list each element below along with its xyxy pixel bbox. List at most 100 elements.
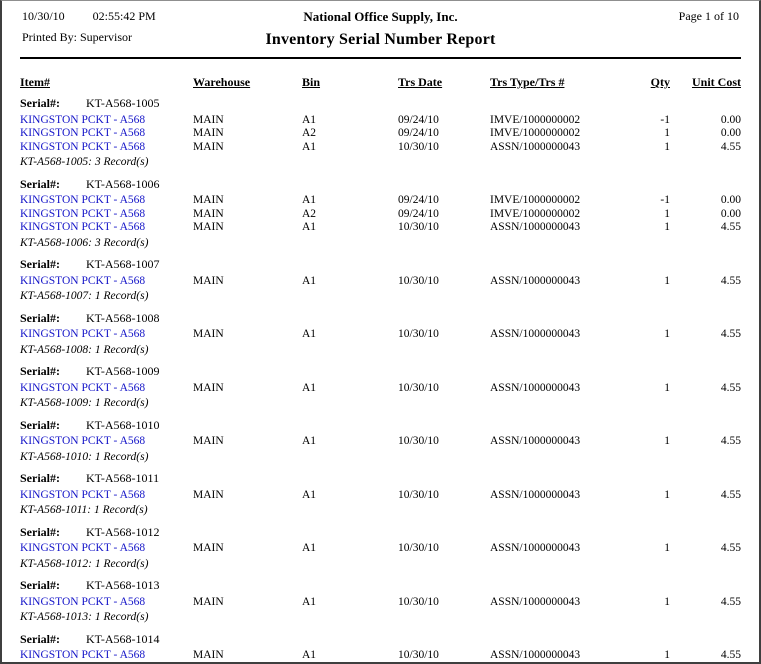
bin-cell: A1 [302,435,317,447]
report-title: Inventory Serial Number Report [265,31,496,48]
detail-row: KINGSTON PCKT - A568 MAIN A1 10/30/10 AS… [20,141,741,155]
detail-row: KINGSTON PCKT - A568 MAIN A1 10/30/10 AS… [20,275,741,289]
date-time-line: 10/30/10 02:55:42 PM [22,9,265,24]
group-record-count: KT-A568-1007: 1 Record(s) [20,290,149,302]
trs-date-cell: 10/30/10 [398,649,439,661]
item-link[interactable]: KINGSTON PCKT - A568 [20,649,146,661]
serial-label: Serial#: [20,524,60,539]
warehouse-cell: MAIN [193,207,224,220]
serial-line: Serial#: KT-A568-1011 [20,471,741,486]
qty-cell: 1 [664,274,670,287]
trs-type-cell: ASSN/1000000043 [490,488,581,501]
bin-cell: A1 [302,221,317,233]
group-record-count: KT-A568-1010: 1 Record(s) [20,450,149,463]
bin-cell: A1 [302,113,317,126]
serial-line: Serial#: KT-A568-1014 [20,631,741,647]
serial-label: Serial#: [20,631,60,646]
serial-group: Serial#: KT-A568-1008 KINGSTON PCKT - A56… [20,311,741,358]
qty-cell: -1 [660,194,670,206]
detail-row: KINGSTON PCKT - A568 MAIN A1 10/30/10 AS… [20,649,741,662]
report-header: 10/30/10 02:55:42 PM Printed By: Supervi… [20,7,741,59]
detail-rows: KINGSTON PCKT - A568 MAIN A1 10/30/10 AS… [20,435,741,449]
warehouse-cell: MAIN [193,127,224,139]
item-link[interactable]: KINGSTON PCKT - A568 [20,194,146,206]
item-link[interactable]: KINGSTON PCKT - A568 [20,328,146,340]
serial-group: Serial#: KT-A568-1012 KINGSTON PCKT - A56… [20,524,741,572]
report-body: Serial#: KT-A568-1005 KINGSTON PCKT - A56… [20,96,741,662]
serial-label: Serial#: [20,471,60,485]
item-link[interactable]: KINGSTON PCKT - A568 [20,595,146,608]
serial-number: KT-A568-1009 [86,364,160,378]
item-link[interactable]: KINGSTON PCKT - A568 [20,542,146,554]
column-header-label: Trs Date [398,75,443,89]
item-link[interactable]: KINGSTON PCKT - A568 [20,435,146,447]
detail-row: KINGSTON PCKT - A568 MAIN A1 10/30/10 AS… [20,435,741,449]
serial-label: Serial#: [20,257,60,271]
serial-number: KT-A568-1013 [86,578,160,592]
unit-cost-cell: 4.55 [720,435,741,447]
warehouse-cell: MAIN [193,488,224,501]
item-link[interactable]: KINGSTON PCKT - A568 [20,221,146,233]
trs-date-cell: 10/30/10 [398,274,439,287]
unit-cost-cell: 4.55 [720,595,741,608]
detail-rows: KINGSTON PCKT - A568 MAIN A1 10/30/10 AS… [20,596,741,610]
serial-number: KT-A568-1012 [86,524,160,539]
warehouse-cell: MAIN [193,595,224,608]
unit-cost-cell: 4.55 [720,381,741,394]
trs-type-cell: IMVE/1000000002 [490,194,581,206]
serial-line: Serial#: KT-A568-1008 [20,311,741,326]
trs-date-cell: 10/30/10 [398,488,439,501]
item-link[interactable]: KINGSTON PCKT - A568 [20,140,146,153]
unit-cost-cell: 0.00 [720,194,741,206]
warehouse-cell: MAIN [193,435,224,447]
column-header-warehouse: Warehouse [193,75,302,89]
column-header-qty: Qty [630,75,670,89]
qty-cell: 1 [664,328,670,340]
serial-label: Serial#: [20,578,60,592]
trs-date-cell: 09/24/10 [398,113,439,126]
detail-rows: KINGSTON PCKT - A568 MAIN A1 10/30/10 AS… [20,382,741,396]
column-header-label: Bin [302,75,321,89]
item-link[interactable]: KINGSTON PCKT - A568 [20,127,146,139]
item-link[interactable]: KINGSTON PCKT - A568 [20,207,146,220]
print-date: 10/30/10 [22,9,65,23]
unit-cost-cell: 4.55 [720,542,741,554]
serial-label: Serial#: [20,364,60,378]
column-header-row: Item# Warehouse Bin Trs Date Trs Type/Trs # Q… [20,75,741,89]
unit-cost-cell: 4.55 [720,221,741,233]
company-name: National Office Supply, Inc. [303,9,458,24]
trs-type-cell: ASSN/1000000043 [490,140,581,153]
detail-rows: KINGSTON PCKT - A568 MAIN A1 10/30/10 AS… [20,328,741,342]
serial-line: Serial#: KT-A568-1012 [20,524,741,540]
qty-cell: 1 [664,140,670,153]
unit-cost-cell: 4.55 [720,140,741,153]
warehouse-cell: MAIN [193,381,224,394]
trs-date-cell: 10/30/10 [398,140,439,153]
column-header-label: Trs Type/Trs # [490,75,565,89]
qty-cell: 1 [664,542,670,554]
serial-number: KT-A568-1010 [86,417,160,432]
header-center: National Office Supply, Inc. Inventory S… [265,9,495,49]
detail-row: KINGSTON PCKT - A568 MAIN A2 09/24/10 IM… [20,208,741,222]
qty-cell: 1 [664,221,670,233]
column-header-label: Item# [20,75,50,89]
trs-type-cell: ASSN/1000000043 [490,328,581,340]
detail-rows: KINGSTON PCKT - A568 MAIN A1 10/30/10 AS… [20,542,741,556]
detail-row: KINGSTON PCKT - A568 MAIN A1 09/24/10 IM… [20,194,741,208]
unit-cost-cell: 4.55 [720,649,741,661]
trs-date-cell: 09/24/10 [398,207,439,220]
detail-row: KINGSTON PCKT - A568 MAIN A1 10/30/10 AS… [20,596,741,610]
warehouse-cell: MAIN [193,140,224,153]
item-link[interactable]: KINGSTON PCKT - A568 [20,488,146,501]
item-link[interactable]: KINGSTON PCKT - A568 [20,381,146,394]
unit-cost-cell: 0.00 [720,113,741,126]
trs-date-cell: 10/30/10 [398,328,439,340]
item-link[interactable]: KINGSTON PCKT - A568 [20,274,146,287]
bin-cell: A2 [302,207,317,220]
item-link[interactable]: KINGSTON PCKT - A568 [20,113,146,126]
serial-label: Serial#: [20,96,60,110]
warehouse-cell: MAIN [193,194,224,206]
serial-line: Serial#: KT-A568-1007 [20,257,741,272]
detail-rows: KINGSTON PCKT - A568 MAIN A1 09/24/10 IM… [20,114,741,155]
